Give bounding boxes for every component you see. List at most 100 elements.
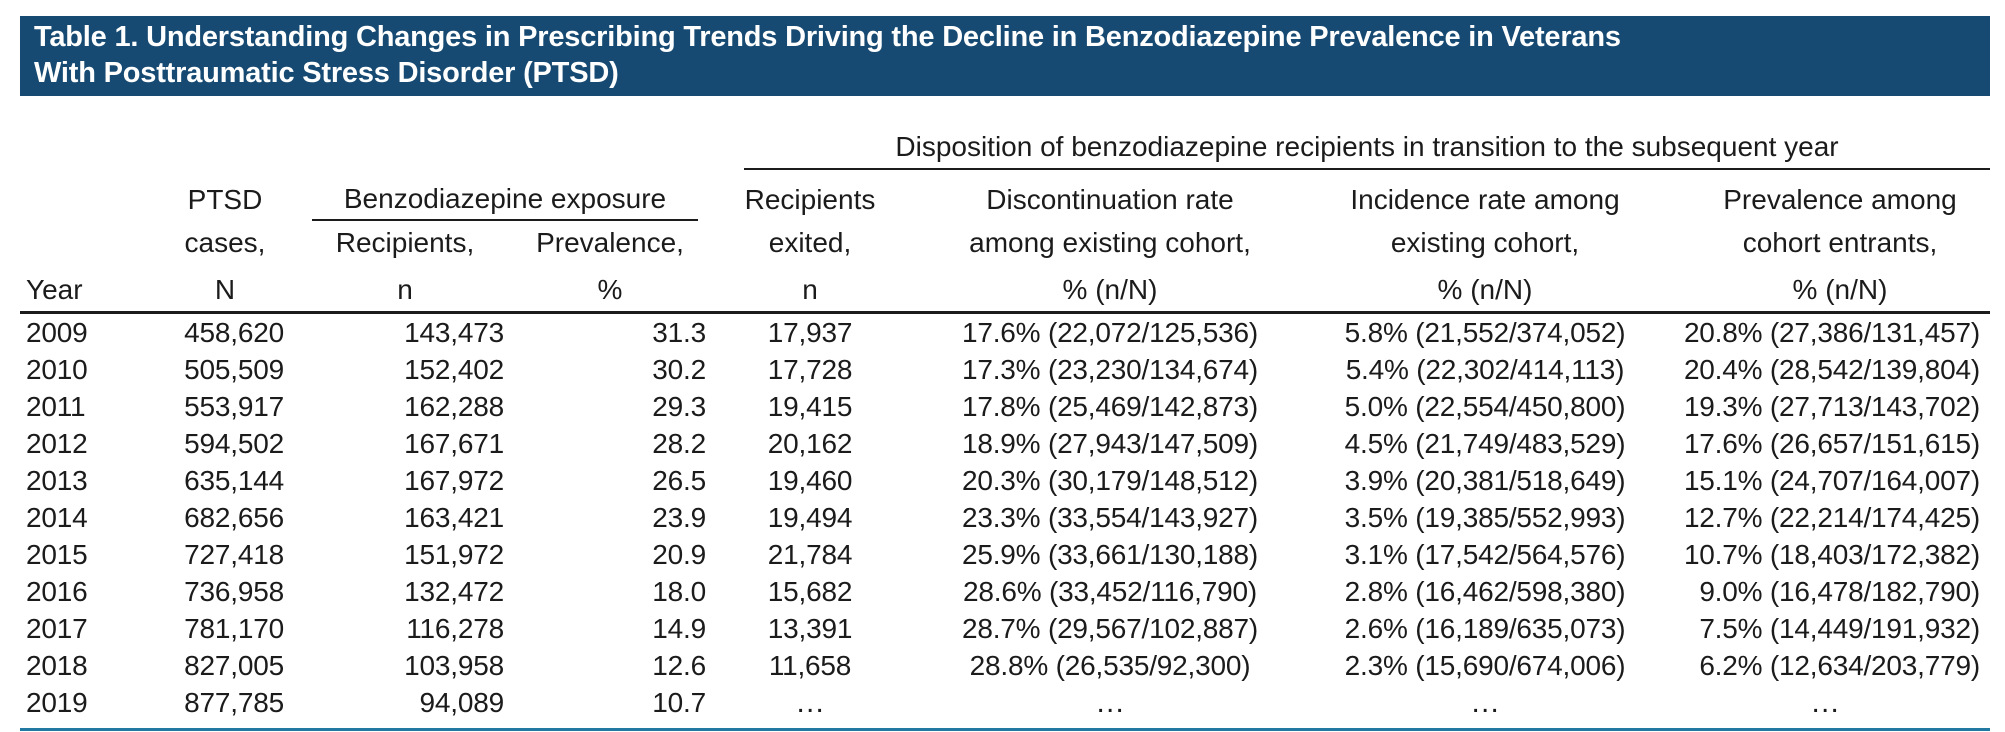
table-row: 2015 727,418 151,972 20.9 21,784 25.9% (33,66… — [20, 536, 1990, 573]
value-cell: 17.6% (22,072/125,536) — [961, 316, 1259, 348]
value-cell: 14.9 — [652, 612, 706, 644]
group-header-disposition-label: Disposition of benzodiazepine recipients… — [744, 131, 1990, 170]
value-cell: 20.3% (30,179/148,512) — [961, 464, 1259, 496]
value-cell: 458,620 — [184, 316, 284, 348]
value-cell: 19.3% (27,713/143,702) — [1683, 390, 1980, 422]
table-row: 2016 736,958 132,472 18.0 15,682 28.6% (33,45… — [20, 573, 1990, 610]
value-cell: 152,402 — [404, 353, 504, 385]
value-cell: 151,972 — [404, 538, 504, 570]
value-cell: 17.3% (23,230/134,674) — [961, 353, 1259, 385]
year-cell: 2014 — [26, 501, 88, 533]
year-cell: 2018 — [26, 649, 88, 681]
header-ptsd-line1: PTSD — [187, 184, 263, 215]
value-cell: 162,288 — [404, 390, 504, 422]
value-cell: 10.7 — [652, 686, 706, 718]
value-cell: 28.7% (29,567/102,887) — [961, 612, 1259, 644]
value-cell: … — [795, 685, 825, 719]
value-cell: 28.2 — [652, 427, 706, 459]
table-row: 2017 781,170 116,278 14.9 13,391 28.7% (29,56… — [20, 610, 1990, 647]
header-recipients-line1: Recipients, — [335, 227, 475, 258]
table-row: 2019 877,785 94,089 10.7………… — [20, 684, 1990, 721]
header-entrants-line1: Prevalence among — [1723, 184, 1957, 215]
header-discontinuation-line1: Discontinuation rate — [986, 184, 1234, 215]
value-cell: 736,958 — [184, 575, 284, 607]
value-cell: 21,784 — [767, 538, 853, 570]
year-cell: 2016 — [26, 575, 88, 607]
group-header-disposition: Disposition of benzodiazepine recipients… — [710, 110, 1990, 170]
value-cell: 103,958 — [404, 649, 504, 681]
year-cell: 2011 — [26, 390, 86, 422]
table-row: 2010 505,509 152,402 30.2 17,728 17.3% (23,23… — [20, 351, 1990, 388]
value-cell: 3.9% (20,381/518,649) — [1344, 464, 1626, 496]
table-row: 2011 553,917 162,288 29.3 19,415 17.8% (25,46… — [20, 388, 1990, 425]
header-prevalence-line2: % — [510, 262, 710, 314]
header-discontinuation-line3: % (n/N) — [910, 262, 1310, 314]
value-cell: 781,170 — [184, 612, 284, 644]
value-cell: 18.9% (27,943/147,509) — [961, 427, 1259, 459]
value-cell: 594,502 — [184, 427, 284, 459]
value-cell: 17,728 — [767, 353, 853, 385]
value-cell: 553,917 — [184, 390, 284, 422]
value-cell: 682,656 — [184, 501, 284, 533]
value-cell: 3.5% (19,385/552,993) — [1344, 501, 1626, 533]
header-incidence-line3: % (n/N) — [1310, 262, 1660, 314]
value-cell: … — [1095, 685, 1125, 719]
table-row: 2012 594,502 167,671 28.2 20,162 18.9% (27,94… — [20, 425, 1990, 462]
value-cell: 167,671 — [404, 427, 504, 459]
value-cell: 20.9 — [652, 538, 706, 570]
table-title-line1: Table 1. Understanding Changes in Prescr… — [34, 21, 1621, 53]
value-cell: 30.2 — [652, 353, 706, 385]
benzodiazepine-trends-table: Disposition of benzodiazepine recipients… — [20, 110, 1990, 721]
value-cell: 94,089 — [419, 686, 505, 718]
header-incidence-line1: Incidence rate among — [1350, 184, 1620, 215]
value-cell: 29.3 — [652, 390, 706, 422]
value-cell: 132,472 — [404, 575, 504, 607]
value-cell: 20,162 — [767, 427, 853, 459]
header-year-spacer — [20, 170, 150, 221]
value-cell: 12.6 — [652, 649, 706, 681]
header-incidence-line2: existing cohort, — [1390, 227, 1580, 258]
header-year-spacer2 — [20, 221, 150, 262]
header-ptsd-line2: cases, — [184, 227, 266, 258]
value-cell: 19,494 — [767, 501, 853, 533]
value-cell: 116,278 — [406, 612, 504, 644]
value-cell: … — [1810, 685, 1840, 719]
value-cell: 505,509 — [184, 353, 284, 385]
header-row-line1: PTSD Benzodiazepine exposure Recipients … — [20, 170, 1990, 221]
value-cell: 17.6% (26,657/151,615) — [1683, 427, 1980, 459]
header-entrants-line3: % (n/N) — [1660, 262, 1990, 314]
header-discontinuation-line2: among existing cohort, — [969, 227, 1251, 258]
table-row: 2018 827,005 103,958 12.6 11,658 28.8% (26,53… — [20, 647, 1990, 684]
value-cell: 20.4% (28,542/139,804) — [1683, 353, 1980, 385]
header-spacer — [20, 110, 710, 170]
value-cell: 635,144 — [184, 464, 284, 496]
header-exited-line2: exited, — [768, 227, 852, 258]
header-exited-line1: Recipients — [744, 184, 876, 215]
value-cell: 31.3 — [652, 316, 706, 348]
table-title-bar: Table 1. Understanding Changes in Prescr… — [20, 16, 1990, 96]
table-body: 2009 458,620 143,473 31.3 17,937 17.6% (22,07… — [20, 313, 1990, 722]
value-cell: 167,972 — [404, 464, 504, 496]
year-cell: 2010 — [26, 353, 88, 385]
value-cell: 15,682 — [767, 575, 853, 607]
table-header: Disposition of benzodiazepine recipients… — [20, 110, 1990, 314]
year-cell: 2013 — [26, 464, 88, 496]
value-cell: 5.4% (22,302/414,113) — [1345, 353, 1625, 385]
group-header-benzo-exposure: Benzodiazepine exposure — [300, 170, 710, 221]
value-cell: 2.8% (16,462/598,380) — [1344, 575, 1626, 607]
value-cell: 2.3% (15,690/674,006) — [1344, 649, 1626, 681]
year-cell: 2015 — [26, 538, 88, 570]
value-cell: 17.8% (25,469/142,873) — [961, 390, 1259, 422]
value-cell: 11,658 — [768, 649, 852, 681]
value-cell: … — [1470, 685, 1500, 719]
value-cell: 2.6% (16,189/635,073) — [1344, 612, 1626, 644]
header-ptsd-line3: N — [150, 262, 300, 314]
value-cell: 727,418 — [184, 538, 284, 570]
value-cell: 143,473 — [404, 316, 504, 348]
table-title-line2: With Posttraumatic Stress Disorder (PTSD… — [34, 57, 619, 89]
value-cell: 23.3% (33,554/143,927) — [961, 501, 1259, 533]
value-cell: 12.7% (22,214/174,425) — [1683, 501, 1980, 533]
value-cell: 28.6% (33,452/116,790) — [963, 575, 1257, 607]
value-cell: 877,785 — [184, 686, 284, 718]
